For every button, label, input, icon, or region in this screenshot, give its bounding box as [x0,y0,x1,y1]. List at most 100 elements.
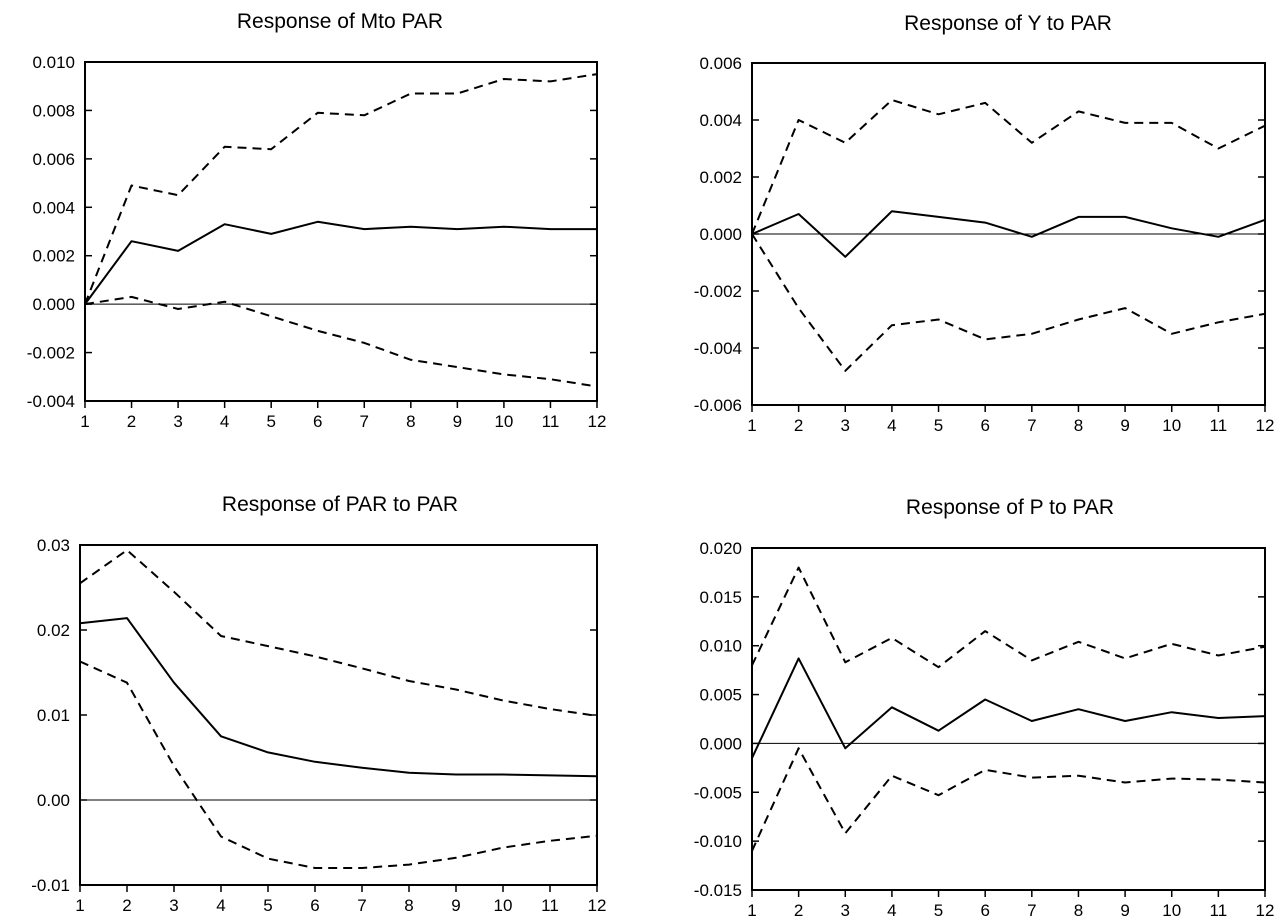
x-tick-label: 9 [1120,416,1129,435]
chart-title: Response of PAR to PAR [222,493,458,516]
x-tick-label: 5 [934,416,943,435]
x-tick-label: 3 [169,896,178,915]
x-tick-label: 7 [357,896,366,915]
x-tick-label: 1 [747,901,756,920]
x-tick-label: 4 [220,412,229,431]
x-tick-label: 8 [1074,416,1083,435]
x-tick-label: 11 [542,412,560,431]
x-tick-label: 6 [980,901,989,920]
x-tick-label: 8 [404,896,413,915]
x-tick-label: 5 [266,412,275,431]
y-tick-label: -0.01 [31,876,70,895]
lower-confidence-band-line [84,295,598,388]
y-tick-label: -0.015 [694,881,742,900]
y-tick-label: 0.004 [32,198,75,217]
y-tick-label: -0.004 [27,392,75,411]
upper-confidence-band-line [79,549,598,717]
y-tick-label: 0.010 [699,637,742,656]
x-tick-label: 2 [127,412,136,431]
y-tick-label: 0.000 [699,734,742,753]
x-tick-label: 5 [263,896,272,915]
x-tick-label: 10 [494,896,513,915]
y-tick-label: -0.006 [694,396,742,415]
x-tick-label: 11 [1210,416,1228,435]
x-tick-label: 3 [173,412,182,431]
y-tick-label: 0.02 [37,621,70,640]
x-tick-label: 9 [453,412,462,431]
y-tick-label: 0.010 [32,53,75,72]
x-tick-label: 10 [1162,416,1181,435]
x-tick-label: 10 [494,412,513,431]
x-tick-label: 4 [216,896,225,915]
x-tick-label: 1 [747,416,756,435]
chart-panel-4: Response of P to PAR 0.020 0.015 0.010 0.005… [694,496,1275,920]
x-tick-label: 10 [1162,901,1181,920]
x-tick-label: 3 [841,416,850,435]
y-tick-label: 0.01 [37,706,70,725]
lower-confidence-band-line [751,747,1266,852]
x-tick-label: 7 [1027,416,1036,435]
x-tick-label: 2 [794,901,803,920]
plot-frame [79,544,598,886]
x-tick-label: 7 [1027,901,1036,920]
y-tick-label: 0.03 [37,536,70,555]
y-tick-label: 0.000 [699,225,742,244]
impulse-response-line [751,210,1266,258]
x-tick-label: 12 [588,412,607,431]
chart-panel-2: Response of Y to PAR 0.006 0.004 0.002 0.000… [694,12,1275,435]
x-tick-label: 6 [310,896,319,915]
y-tick-label: 0.000 [32,295,75,314]
chart-title: Response of Mto PAR [237,10,443,33]
lower-confidence-band-line [751,233,1266,372]
x-tick-label: 1 [75,896,84,915]
x-tick-label: 5 [934,901,943,920]
y-tick-label: -0.002 [694,282,742,301]
y-tick-label: -0.004 [694,339,742,358]
x-tick-label: 3 [841,901,850,920]
upper-confidence-band-line [751,99,1266,235]
y-tick-label: 0.015 [699,588,742,607]
y-tick-label: -0.005 [694,783,742,802]
x-tick-label: 4 [887,901,896,920]
x-tick-label: 12 [1256,901,1275,920]
y-tick-label: 0.002 [32,247,75,266]
x-tick-label: 9 [1120,901,1129,920]
chart-title: Response of Y to PAR [904,12,1112,35]
x-tick-label: 8 [1074,901,1083,920]
impulse-response-line [79,617,598,778]
x-tick-label: 11 [1210,901,1228,920]
y-tick-label: -0.002 [27,344,75,363]
x-tick-label: 4 [887,416,896,435]
x-tick-label: 2 [122,896,131,915]
x-tick-label: 11 [541,896,559,915]
impulse-response-line [84,220,597,305]
plot-frame [751,547,1266,891]
y-tick-label: 0.020 [699,539,742,558]
x-tick-label: 2 [794,416,803,435]
x-tick-label: 12 [588,896,607,915]
chart-title: Response of P to PAR [906,496,1114,519]
y-tick-label: 0.006 [32,150,75,169]
x-tick-label: 7 [360,412,369,431]
y-tick-label: 0.006 [699,54,742,73]
y-tick-label: 0.00 [37,791,70,810]
x-tick-label: 1 [80,412,89,431]
plot-frame [84,61,598,402]
upper-confidence-band-line [84,73,598,305]
impulse-response-line [751,657,1266,759]
x-tick-label: 6 [980,416,989,435]
chart-panel-1: Response of Mto PAR 0.010 0.008 0.006 0.004 0… [27,10,607,431]
y-tick-label: 0.004 [699,111,742,130]
y-tick-label: -0.010 [694,832,742,851]
lower-confidence-band-line [79,660,598,869]
y-tick-label: 0.005 [699,686,742,705]
y-tick-label: 0.002 [699,168,742,187]
upper-confidence-band-line [751,566,1266,669]
x-tick-label: 8 [406,412,415,431]
x-tick-label: 9 [451,896,460,915]
y-tick-label: 0.008 [32,101,75,120]
x-tick-label: 12 [1256,416,1275,435]
chart-panel-3: Response of PAR to PAR 0.03 0.02 0.01 0.00 -0… [31,493,606,915]
x-tick-label: 6 [313,412,322,431]
